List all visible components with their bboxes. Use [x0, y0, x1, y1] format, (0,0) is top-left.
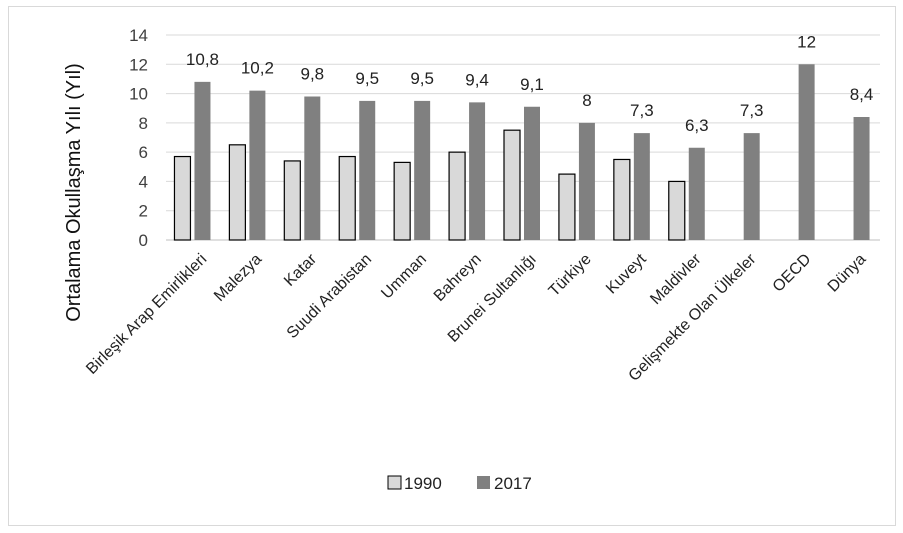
category-label: Umman	[378, 251, 430, 303]
data-label-2017: 6,3	[685, 116, 709, 135]
bar-2017	[524, 106, 540, 240]
legend-label-1990: 1990	[404, 474, 442, 493]
bar-2017	[798, 64, 815, 241]
bar-1990	[393, 161, 411, 241]
data-label-2017: 9,1	[520, 75, 544, 94]
legend-label-2017: 2017	[494, 474, 532, 493]
bar-1990	[228, 144, 246, 241]
y-tick-label: 14	[129, 26, 148, 45]
data-label-2017: 9,4	[465, 70, 489, 89]
category-label: Birleşik Arap Emirlikleri	[83, 251, 210, 378]
data-label-2017: 9,8	[300, 65, 324, 84]
data-label-2017: 7,3	[630, 101, 654, 120]
data-label-2017: 10,2	[241, 59, 274, 78]
category-label: Türkiye	[546, 251, 595, 300]
data-label-2017: 10,8	[186, 50, 219, 69]
data-label-2017: 9,5	[355, 69, 379, 88]
y-tick-label: 4	[139, 172, 148, 191]
category-label: Dünya	[825, 251, 870, 296]
bar-1990	[503, 129, 521, 241]
bar-1990	[448, 151, 466, 241]
category-label: Maldivler	[647, 250, 705, 308]
bar-2017	[688, 147, 705, 240]
y-tick-label: 12	[129, 55, 148, 74]
legend-swatch-1990	[387, 475, 402, 490]
y-axis-title: Ortalama Okullaşma Yılı (Yıl)	[63, 63, 85, 322]
bar-1990	[283, 160, 301, 241]
y-tick-label: 6	[139, 143, 148, 162]
bar-2017	[304, 96, 321, 240]
chart-frame	[8, 6, 896, 526]
bar-2017	[469, 102, 486, 240]
y-tick-label: 8	[139, 114, 148, 133]
data-label-2017: 8	[582, 91, 591, 110]
data-label-2017: 8,4	[850, 85, 874, 104]
category-label: Malezya	[211, 251, 265, 305]
bar-2017	[743, 133, 760, 240]
bar-1990	[338, 155, 356, 241]
legend-swatch-2017	[477, 476, 490, 489]
bar-1990	[668, 180, 686, 241]
category-label: Katar	[281, 250, 321, 290]
category-label: Bahreyn	[431, 251, 485, 305]
data-label-2017: 12	[797, 32, 816, 51]
bar-2017	[414, 100, 431, 241]
y-tick-label: 2	[139, 202, 148, 221]
bar-1990	[558, 173, 576, 241]
bar-2017	[359, 100, 376, 241]
category-label: OECD	[770, 251, 815, 296]
bar-2017	[249, 90, 266, 241]
category-label: Kuveyt	[603, 250, 650, 297]
data-label-2017: 9,5	[410, 69, 434, 88]
bar-2017	[578, 122, 595, 240]
y-tick-label: 0	[139, 231, 148, 250]
bar-2017	[633, 133, 650, 240]
bar-1990	[613, 158, 631, 241]
data-label-2017: 7,3	[740, 101, 764, 120]
bar-2017	[853, 117, 870, 240]
bar-2017	[194, 81, 211, 240]
bar-1990	[173, 155, 192, 241]
y-tick-label: 10	[129, 85, 148, 104]
